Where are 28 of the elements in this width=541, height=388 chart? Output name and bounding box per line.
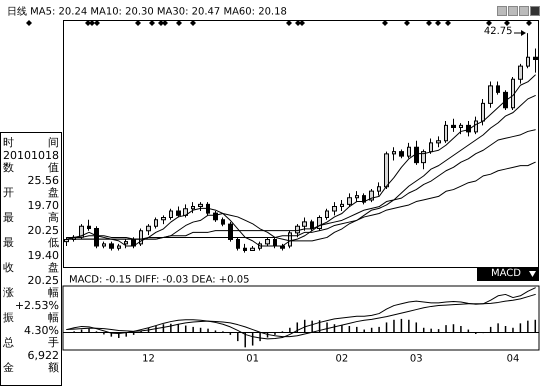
text: 19.70 [26, 198, 59, 212]
annotation: 42.75 [484, 26, 512, 38]
text: 金额 [3, 361, 59, 374]
text: 开盘 [3, 186, 59, 199]
text: 最高 [3, 211, 59, 224]
x-tick-label: 12 [142, 354, 155, 364]
text: 19.40 [26, 248, 59, 262]
text: 最低 [3, 236, 59, 249]
text: 20.25 [26, 224, 59, 237]
text: 时间 [3, 136, 59, 149]
text: 25.56 [26, 174, 59, 187]
text: +2.53% [14, 298, 59, 312]
text: 6,922 [26, 348, 59, 362]
x-tick-label: 04 [506, 354, 520, 364]
text: 4.30% [23, 324, 59, 337]
text: 收盘 [3, 261, 59, 274]
text: 20.25 [26, 274, 59, 287]
text: 振幅 [3, 311, 59, 324]
text: 涨幅 [3, 286, 59, 299]
chart-title: 日线 MA5: 20.24 MA10: 20.30 MA30: 20.47 MA60: 20.18 [7, 6, 287, 18]
chart-title: MACD: -0.15 DIFF: -0.03 DEA: +0.05 [69, 274, 250, 286]
x-tick-label: 01 [246, 354, 260, 364]
text: 总手 [3, 336, 59, 349]
x-tick-label: 02 [336, 354, 348, 364]
text: MACD [491, 267, 521, 281]
x-tick-label: 03 [410, 354, 423, 364]
text: 数值 [3, 161, 59, 174]
text: 20101018 [3, 148, 59, 162]
